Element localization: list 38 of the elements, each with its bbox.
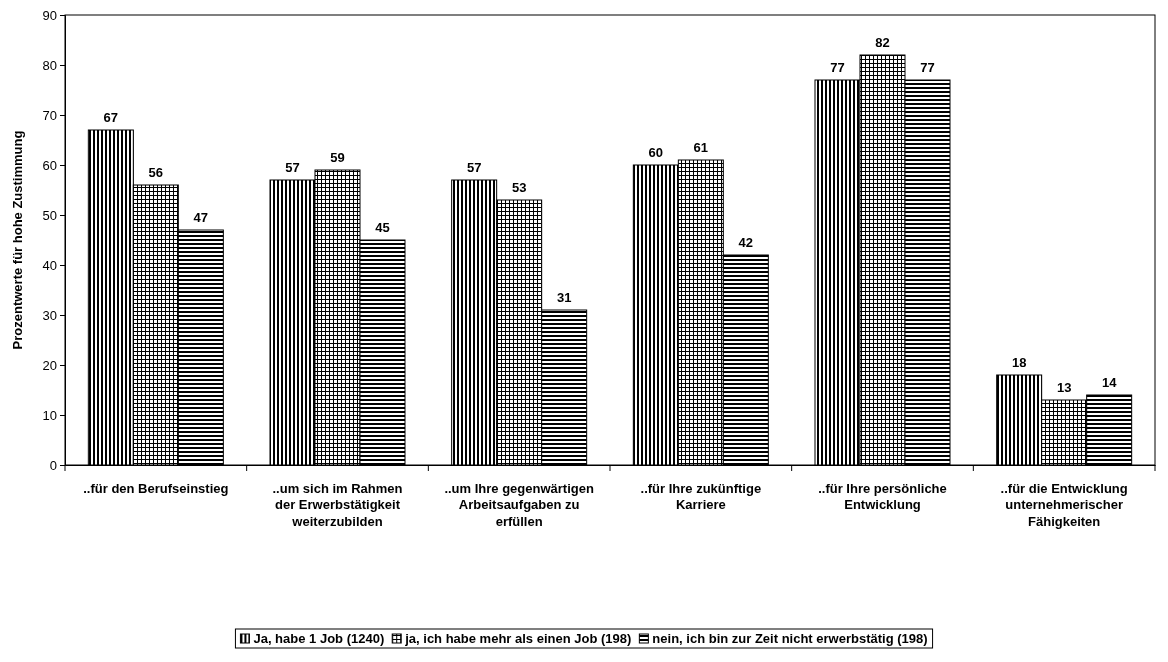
data-label: 31 xyxy=(556,290,572,305)
x-tick-label: ..für den Berufseinstieg xyxy=(83,481,229,496)
data-label: 45 xyxy=(375,220,390,235)
y-tick-label: 0 xyxy=(49,457,57,473)
data-label: 53 xyxy=(511,180,527,195)
y-tick-label: 90 xyxy=(42,7,57,23)
data-label: 42 xyxy=(738,235,754,250)
x-tick-label: ..für Ihre zukünftige Karriere xyxy=(640,481,762,513)
data-label: 57 xyxy=(466,160,482,175)
x-tick-label: ..um Ihre gegenwärtigen Arbeitsaufgaben zu erfüllen xyxy=(444,481,594,529)
y-tick-label: 80 xyxy=(42,57,57,73)
x-tick-label: ..für die Entwicklung unternehmerischer Fähigkeiten xyxy=(1000,481,1128,529)
y-tick-label: 30 xyxy=(42,307,57,323)
data-label: 47 xyxy=(193,210,209,225)
y-tick-label: 70 xyxy=(42,107,57,123)
data-label: 59 xyxy=(330,150,345,165)
legend-label: ja, ich habe mehr als einen Job (198) xyxy=(404,631,632,646)
data-label: 14 xyxy=(1101,375,1118,390)
data-label: 13 xyxy=(1056,380,1072,395)
y-tick-label: 40 xyxy=(42,257,57,273)
x-tick-label: ..für Ihre persönliche Entwicklung xyxy=(818,481,947,513)
data-label: 82 xyxy=(875,35,890,50)
y-tick-label: 60 xyxy=(42,157,57,173)
data-label: 61 xyxy=(693,140,709,155)
data-label: 77 xyxy=(830,60,845,75)
y-tick-label: 10 xyxy=(42,407,57,423)
y-axis-title: Prozentwerte für hohe Zustimmung xyxy=(10,130,25,350)
data-label: 56 xyxy=(148,165,164,180)
x-tick-label: ..um sich im Rahmen der Erwerbstätigkeit weiterzubilden xyxy=(272,481,403,529)
y-tick-label: 50 xyxy=(42,207,57,223)
data-label: 60 xyxy=(648,145,664,160)
legend-label: nein, ich bin zur Zeit nicht erwerbstätig (198) xyxy=(652,631,928,646)
data-label: 18 xyxy=(1011,355,1027,370)
y-tick-label: 20 xyxy=(42,357,57,373)
data-label: 57 xyxy=(285,160,300,175)
data-label: 67 xyxy=(103,110,119,125)
data-label: 77 xyxy=(920,60,935,75)
legend-label: Ja, habe 1 Job (1240) xyxy=(253,631,385,646)
